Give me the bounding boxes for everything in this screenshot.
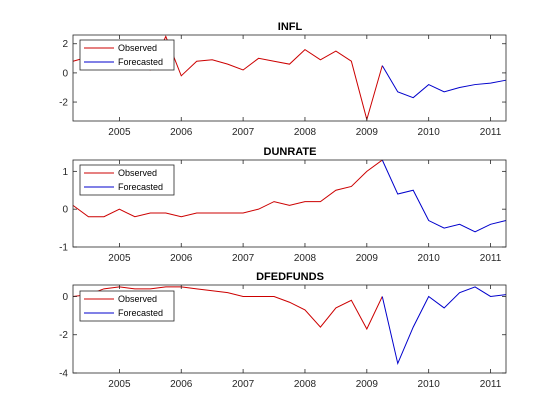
x-tick-label: 2011 (480, 379, 502, 390)
legend-box (79, 164, 175, 196)
x-tick-label: 2011 (480, 127, 502, 138)
y-tick-label: 1 (62, 167, 68, 178)
x-tick-label: 2007 (232, 379, 255, 390)
x-tick-label: 2009 (356, 379, 379, 390)
plot-area: 2005 2006 2007 2008 2009 2010 2011 -2 0 2 (59, 34, 507, 138)
legend-label-observed: Observed (118, 294, 157, 304)
x-tick-label: 2006 (170, 379, 193, 390)
series-line-observed (72, 286, 383, 331)
series-line-forecasted (381, 286, 507, 366)
legend: Observed Forecasted (79, 39, 175, 71)
axes-box (72, 34, 507, 122)
subplot-title: DFEDFUNDS (256, 271, 324, 283)
y-tick-label: -2 (59, 98, 68, 109)
subplot-title: INFL (278, 21, 303, 33)
x-tick-label: 2007 (232, 127, 255, 138)
x-tick-label: 2010 (418, 253, 441, 264)
subplot-title: DUNRATE (264, 146, 317, 158)
series-line-observed (72, 159, 383, 218)
subplot-infl: INFL 2005 2006 2007 2008 2009 2010 2011 -2 0 2 Ob… (59, 21, 507, 138)
legend-box (79, 290, 175, 322)
x-tick-label: 2009 (356, 253, 379, 264)
series-line-forecasted (381, 159, 507, 233)
x-tick-label: 2008 (294, 379, 317, 390)
legend-label-forecasted: Forecasted (118, 182, 163, 192)
axes-box (72, 159, 507, 248)
x-tick-label: 2008 (294, 127, 317, 138)
series-line-forecasted (381, 65, 507, 99)
y-tick-label: 0 (62, 68, 68, 79)
x-tick-label: 2005 (108, 127, 131, 138)
x-tick-label: 2008 (294, 253, 317, 264)
x-tick-label: 2011 (480, 253, 502, 264)
x-tick-label: 2010 (418, 127, 441, 138)
legend-box (79, 39, 175, 71)
x-tick-label: 2009 (356, 127, 379, 138)
x-tick-label: 2007 (232, 253, 255, 264)
x-tick-label: 2006 (170, 127, 193, 138)
subplot-dfedfunds: DFEDFUNDS 2005 2006 2007 2008 2009 2010 2011 -4… (59, 271, 507, 390)
x-tick-label: 2005 (108, 379, 131, 390)
y-tick-label: 0 (62, 292, 68, 303)
axes-box (72, 284, 507, 374)
legend-label-observed: Observed (118, 168, 157, 178)
y-tick-label: -1 (59, 243, 68, 254)
legend-label-forecasted: Forecasted (118, 57, 163, 67)
x-tick-label: 2006 (170, 253, 193, 264)
legend-label-observed: Observed (118, 43, 157, 53)
y-tick-label: 0 (62, 205, 68, 216)
y-tick-label: -2 (59, 330, 68, 341)
x-tick-label: 2010 (418, 379, 441, 390)
y-tick-label: 2 (62, 39, 68, 50)
legend: Observed Forecasted (79, 290, 175, 322)
plot-area: 2005 2006 2007 2008 2009 2010 2011 -4 -2 0 (59, 284, 507, 390)
subplot-dunrate: DUNRATE 2005 2006 2007 2008 2009 2010 2011 -1 0 1… (59, 146, 507, 264)
x-tick-label: 2005 (108, 253, 131, 264)
plot-area: 2005 2006 2007 2008 2009 2010 2011 -1 0 1 (59, 159, 507, 264)
legend: Observed Forecasted (79, 164, 175, 196)
legend-label-forecasted: Forecasted (118, 308, 163, 318)
y-tick-label: -4 (59, 369, 68, 380)
